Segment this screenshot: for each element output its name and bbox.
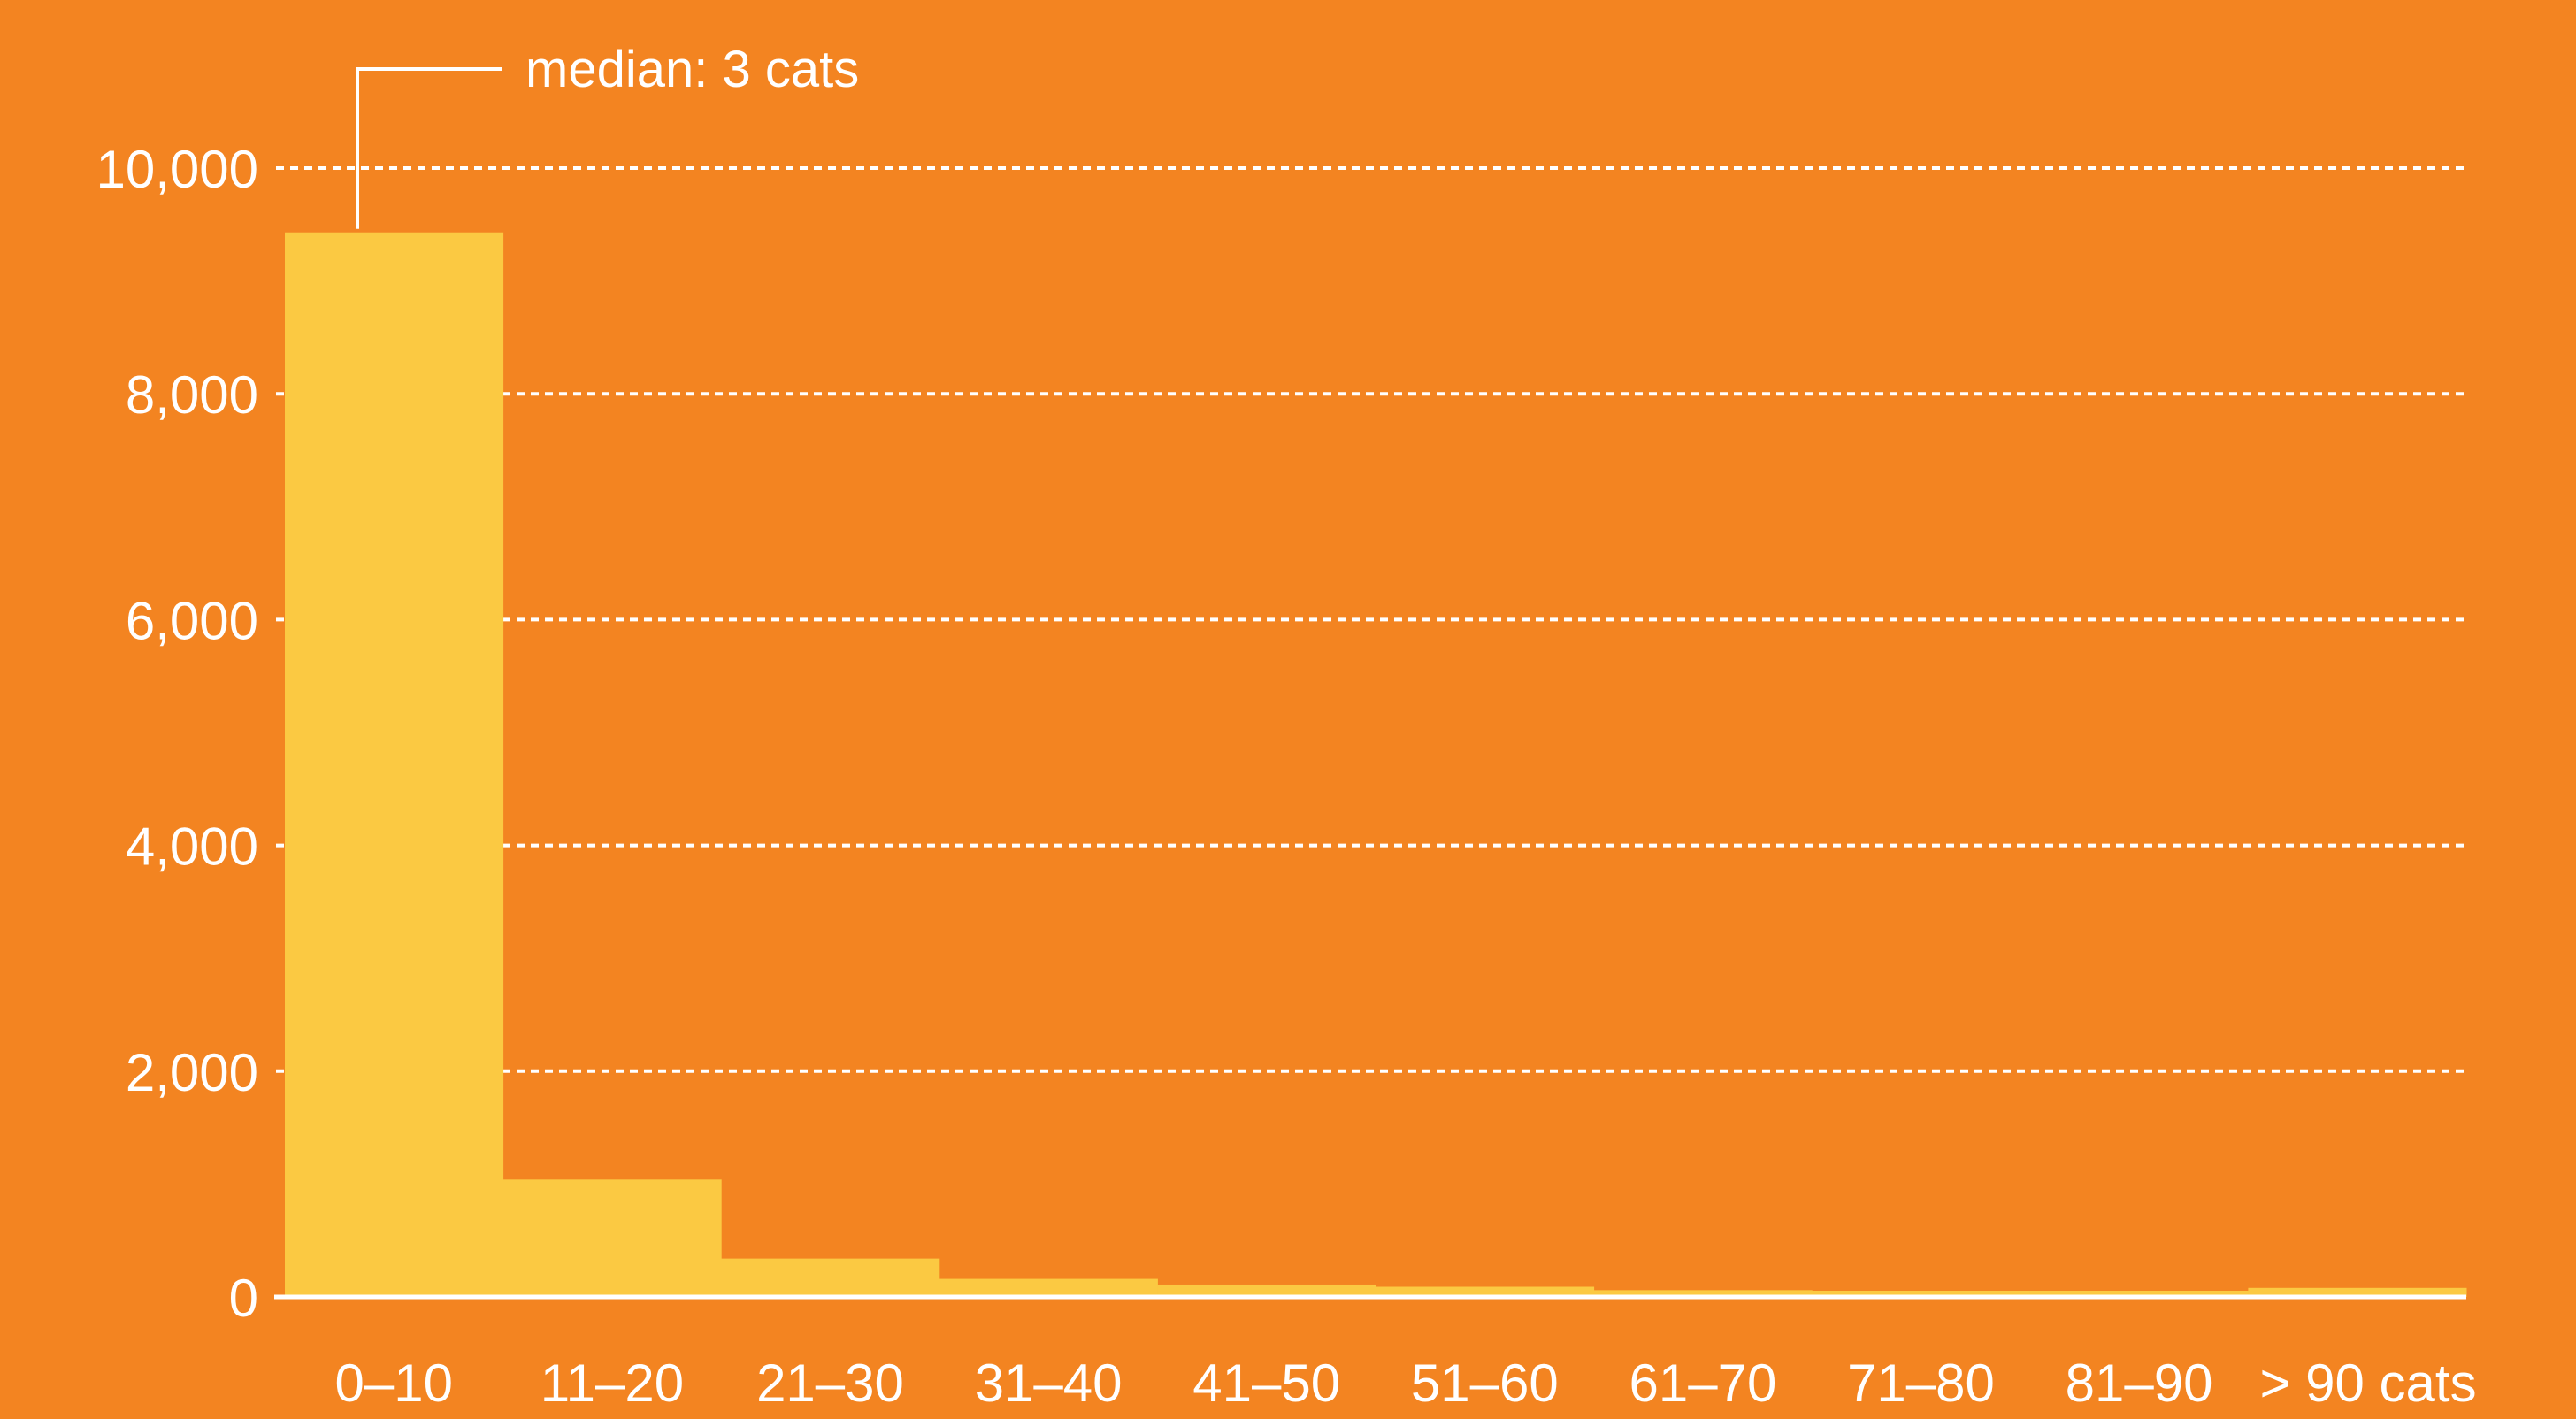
bar [285,232,504,1298]
y-tick-label: 8,000 [126,365,258,425]
x-tick-label: 51–60 [1411,1354,1559,1413]
y-tick-label: 6,000 [126,591,258,650]
gridlines [276,166,2466,1073]
x-tick-label: 31–40 [975,1354,1123,1413]
y-tick-label: 2,000 [126,1043,258,1102]
y-tick-label: 10,000 [96,140,258,199]
bars [285,232,2467,1298]
bar [1593,1290,1813,1297]
x-tick-label: 0–10 [335,1354,453,1413]
x-tick-label: 81–90 [2066,1354,2213,1413]
bar [1157,1284,1376,1297]
bar [1376,1286,1595,1297]
x-tick-label: 71–80 [1847,1354,1995,1413]
median-label: median: 3 cats [525,41,859,98]
median-leader-line [356,67,502,229]
x-tick-label: 21–30 [756,1354,904,1413]
x-tick-label: 41–50 [1192,1354,1340,1413]
y-tick-label: 0 [229,1269,258,1328]
bar [939,1278,1158,1297]
median-annotation: median: 3 cats [356,41,859,229]
bar [1812,1290,2031,1297]
bar [721,1258,940,1297]
bar [502,1179,722,1297]
x-tick-labels: 0–10 11–20 21–30 31–40 41–50 51–60 61–70 71–80 8… [335,1354,2477,1413]
x-tick-label: > 90 cats [2259,1354,2476,1413]
x-tick-label: 11–20 [540,1354,684,1413]
bar [2248,1287,2467,1297]
y-tick-label: 4,000 [126,817,258,877]
x-tick-label: 61–70 [1629,1354,1776,1413]
y-tick-labels: 0 2,000 4,000 6,000 8,000 10,000 [96,140,258,1328]
bar [2029,1290,2249,1297]
